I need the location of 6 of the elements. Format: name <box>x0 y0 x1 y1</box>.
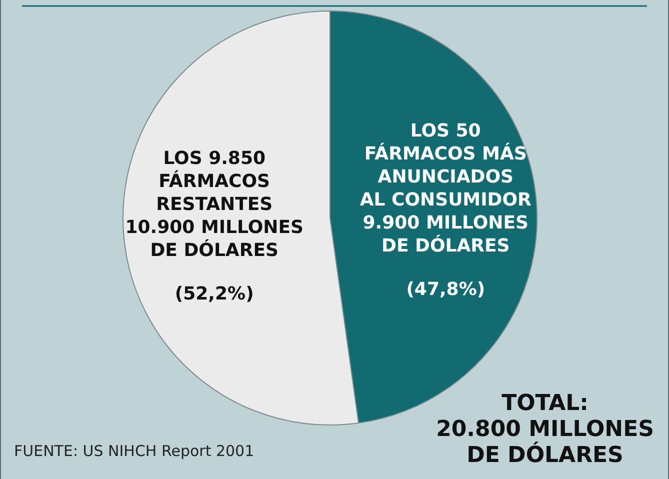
slice-label: LOS 50 FÁRMACOS MÁS ANUNCIADOS AL CONSUMIDOR 9.900 MILLONES DE DÓLARES <box>360 120 532 256</box>
data-label: (52,2%) <box>174 284 254 305</box>
text: TOTAL: 20.800 MILLONES DE DÓLARES <box>436 391 654 468</box>
data-label: (47,8%) <box>406 278 486 300</box>
slice-label: LOS 9.850 FÁRMACOS RESTANTES 10.900 MILLONES DE DÓLARES <box>125 148 304 261</box>
source-note: FUENTE: US NIHCH Report 2001 <box>14 442 254 460</box>
